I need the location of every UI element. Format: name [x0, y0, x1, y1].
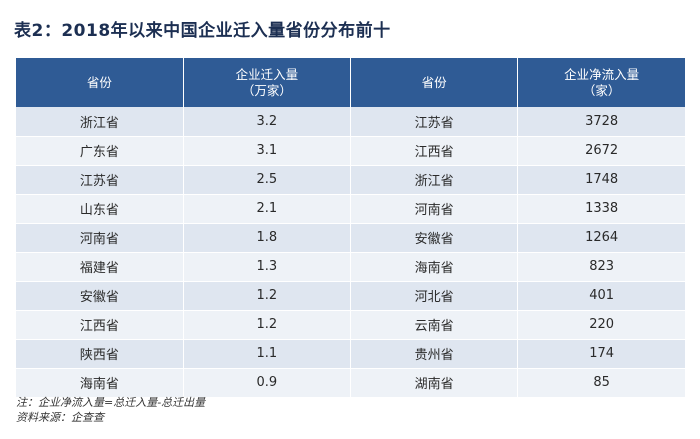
cell-province-a: 广东省 [16, 136, 184, 166]
table-title: 表2：2018年以来中国企业迁入量省份分布前十 [14, 21, 391, 41]
header-net-inflow: 企业净流入量 （家） [517, 58, 685, 107]
table-row: 陕西省 1.1 贵州省 174 [16, 339, 685, 369]
cell-moved-in: 0.9 [183, 368, 352, 398]
footnote: 注：企业净流入量=总迁入量-总迁出量 [16, 396, 206, 409]
cell-province-a: 江西省 [16, 310, 184, 340]
table-row: 安徽省 1.2 河北省 401 [16, 281, 685, 311]
cell-province-b: 江苏省 [350, 107, 519, 137]
cell-moved-in: 1.8 [183, 223, 352, 253]
cell-moved-in: 1.1 [183, 339, 352, 369]
header-moved-in: 企业迁入量 （万家） [183, 58, 352, 107]
table-row: 广东省 3.1 江西省 2672 [16, 136, 685, 166]
table-row: 河南省 1.8 安徽省 1264 [16, 223, 685, 253]
cell-net-inflow: 2672 [517, 136, 685, 166]
cell-moved-in: 2.1 [183, 194, 352, 224]
cell-province-b: 河北省 [350, 281, 519, 311]
cell-net-inflow: 1748 [517, 165, 685, 195]
cell-net-inflow: 1264 [517, 223, 685, 253]
cell-moved-in: 1.2 [183, 310, 352, 340]
table-row: 浙江省 3.2 江苏省 3728 [16, 107, 685, 137]
cell-province-a: 海南省 [16, 368, 184, 398]
cell-province-a: 河南省 [16, 223, 184, 253]
table-row: 江苏省 2.5 浙江省 1748 [16, 165, 685, 195]
cell-province-a: 山东省 [16, 194, 184, 224]
cell-province-a: 浙江省 [16, 107, 184, 137]
cell-moved-in: 3.1 [183, 136, 352, 166]
header-province-b: 省份 [350, 58, 519, 107]
table-row: 山东省 2.1 河南省 1338 [16, 194, 685, 224]
source-note: 资料来源：企查查 [16, 411, 104, 424]
cell-net-inflow: 220 [517, 310, 685, 340]
table-row: 福建省 1.3 海南省 823 [16, 252, 685, 282]
cell-moved-in: 1.2 [183, 281, 352, 311]
table-header-row: 省份 企业迁入量 （万家） 省份 企业净流入量 （家） [16, 58, 685, 107]
cell-province-b: 河南省 [350, 194, 519, 224]
cell-moved-in: 1.3 [183, 252, 352, 282]
cell-net-inflow: 401 [517, 281, 685, 311]
cell-net-inflow: 1338 [517, 194, 685, 224]
cell-province-a: 江苏省 [16, 165, 184, 195]
cell-net-inflow: 3728 [517, 107, 685, 137]
cell-province-b: 海南省 [350, 252, 519, 282]
cell-moved-in: 2.5 [183, 165, 352, 195]
cell-net-inflow: 174 [517, 339, 685, 369]
cell-province-a: 安徽省 [16, 281, 184, 311]
cell-province-b: 江西省 [350, 136, 519, 166]
cell-net-inflow: 85 [517, 368, 685, 398]
cell-province-b: 浙江省 [350, 165, 519, 195]
province-table: 省份 企业迁入量 （万家） 省份 企业净流入量 （家） 浙江省 3.2 江苏省 37… [16, 58, 685, 398]
table-row: 江西省 1.2 云南省 220 [16, 310, 685, 340]
cell-province-b: 贵州省 [350, 339, 519, 369]
cell-province-b: 安徽省 [350, 223, 519, 253]
cell-province-a: 福建省 [16, 252, 184, 282]
cell-province-b: 云南省 [350, 310, 519, 340]
table-notes: 注：企业净流入量=总迁入量-总迁出量 资料来源：企查查 [16, 395, 205, 425]
header-province-a: 省份 [16, 58, 184, 107]
cell-province-a: 陕西省 [16, 339, 184, 369]
table-row: 海南省 0.9 湖南省 85 [16, 368, 685, 398]
cell-moved-in: 3.2 [183, 107, 352, 137]
cell-net-inflow: 823 [517, 252, 685, 282]
cell-province-b: 湖南省 [350, 368, 519, 398]
